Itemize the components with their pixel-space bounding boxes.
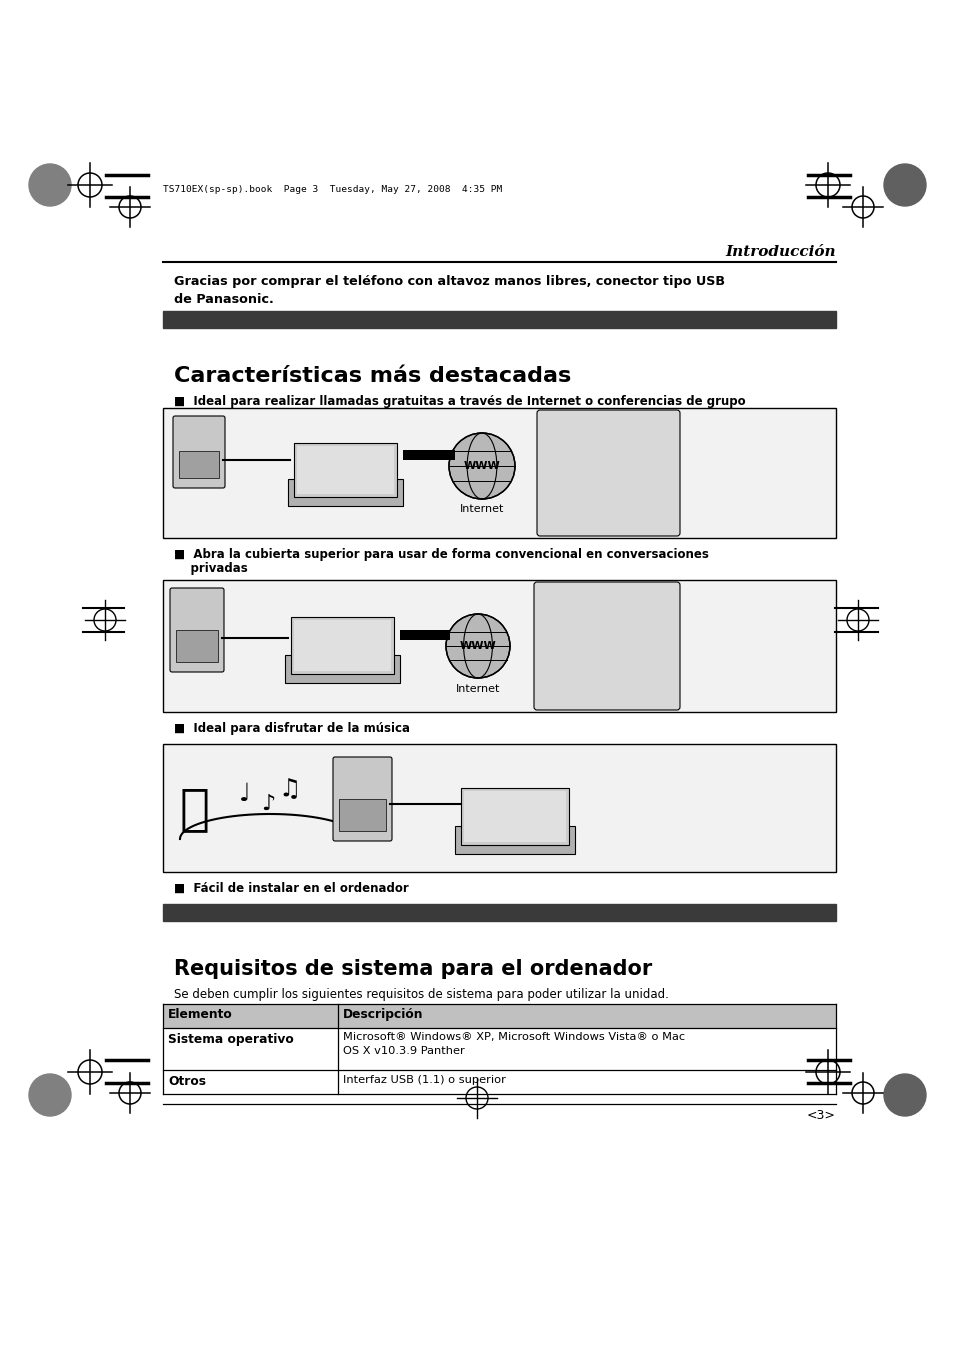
Text: Elemento: Elemento <box>168 1008 233 1021</box>
Bar <box>460 788 568 844</box>
Text: Características más destacadas: Características más destacadas <box>173 366 571 386</box>
Bar <box>294 620 391 670</box>
Bar <box>294 443 396 497</box>
Bar <box>163 744 835 871</box>
Circle shape <box>446 613 510 678</box>
FancyBboxPatch shape <box>537 409 679 536</box>
Text: privadas: privadas <box>173 562 248 576</box>
Text: WWW: WWW <box>463 461 500 471</box>
Text: Descripción: Descripción <box>343 1008 423 1021</box>
Bar <box>291 616 394 674</box>
Bar <box>163 904 835 921</box>
Text: Interfaz USB (1.1) o superior: Interfaz USB (1.1) o superior <box>343 1075 505 1085</box>
Text: Introducción: Introducción <box>724 245 835 259</box>
Circle shape <box>29 163 71 205</box>
FancyBboxPatch shape <box>170 588 224 671</box>
Text: Otros: Otros <box>168 1075 206 1088</box>
Text: <3>: <3> <box>806 1109 835 1121</box>
Bar <box>402 450 455 459</box>
Circle shape <box>883 163 925 205</box>
Bar <box>463 790 565 842</box>
Text: OS X v10.3.9 Panther: OS X v10.3.9 Panther <box>343 1046 464 1056</box>
Bar <box>163 1004 835 1028</box>
FancyBboxPatch shape <box>172 416 225 488</box>
Bar <box>179 451 219 478</box>
Text: WWW: WWW <box>459 640 496 651</box>
Bar <box>175 630 218 662</box>
Bar <box>455 825 575 854</box>
FancyBboxPatch shape <box>534 582 679 711</box>
Bar <box>163 580 835 712</box>
Bar <box>285 654 399 684</box>
Bar <box>163 311 835 328</box>
Text: ■  Ideal para realizar llamadas gratuitas a través de Internet o conferencias de: ■ Ideal para realizar llamadas gratuitas… <box>173 394 745 408</box>
Text: Se deben cumplir los siguientes requisitos de sistema para poder utilizar la uni: Se deben cumplir los siguientes requisit… <box>173 988 668 1001</box>
Bar <box>399 630 450 640</box>
Text: Requisitos de sistema para el ordenador: Requisitos de sistema para el ordenador <box>173 959 652 979</box>
Text: Microsoft® Windows® XP, Microsoft Windows Vista® o Mac: Microsoft® Windows® XP, Microsoft Window… <box>343 1032 684 1042</box>
Text: ♩: ♩ <box>239 782 251 807</box>
Text: Internet: Internet <box>456 684 499 694</box>
Text: ■  Abra la cubierta superior para usar de forma convencional en conversaciones: ■ Abra la cubierta superior para usar de… <box>173 549 708 561</box>
Text: ♪: ♪ <box>260 794 274 815</box>
Circle shape <box>883 1074 925 1116</box>
Circle shape <box>29 1074 71 1116</box>
Bar <box>296 446 394 494</box>
Text: TS710EX(sp-sp).book  Page 3  Tuesday, May 27, 2008  4:35 PM: TS710EX(sp-sp).book Page 3 Tuesday, May … <box>163 185 501 195</box>
Bar <box>288 480 402 507</box>
Text: ■  Ideal para disfrutar de la música: ■ Ideal para disfrutar de la música <box>173 721 410 735</box>
Circle shape <box>449 434 515 499</box>
Text: ♫: ♫ <box>278 777 301 801</box>
FancyBboxPatch shape <box>333 757 392 842</box>
Text: 𝄞: 𝄞 <box>180 785 210 834</box>
Bar <box>163 408 835 538</box>
Text: Internet: Internet <box>459 504 503 513</box>
Text: Gracias por comprar el teléfono con altavoz manos libres, conector tipo USB
de P: Gracias por comprar el teléfono con alta… <box>173 276 724 305</box>
Bar <box>338 798 386 831</box>
Text: Sistema operativo: Sistema operativo <box>168 1034 294 1046</box>
Text: ■  Fácil de instalar en el ordenador: ■ Fácil de instalar en el ordenador <box>173 882 408 894</box>
